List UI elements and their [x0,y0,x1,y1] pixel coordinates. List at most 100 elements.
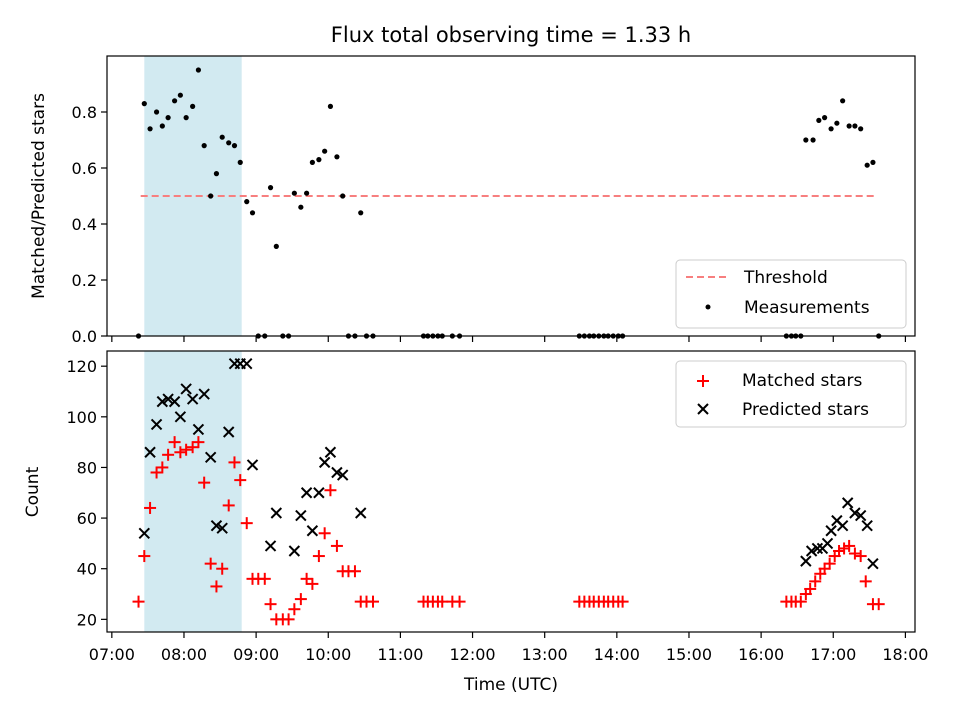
matched-point [809,575,822,588]
predicted-point [180,383,192,395]
matched-point [872,598,885,611]
predicted-point [138,527,151,539]
y-tick-label: 80 [77,458,97,477]
matched-point [138,550,151,563]
predicted-point [355,507,367,519]
predicted-point [192,423,205,436]
matched-point [300,572,313,585]
matched-point [198,476,211,489]
matched-point [258,572,271,585]
measurement-point [298,204,304,210]
predicted-point [168,395,181,408]
x-tick-label: 12:00 [449,645,495,664]
measurement-point [213,171,220,177]
matched-point [838,542,851,555]
matched-point [312,550,325,563]
predicted-point [222,426,235,438]
measurement-point [870,159,876,165]
top-legend: Threshold Measurements [675,259,907,329]
matched-point [804,582,817,595]
chart-title: Flux total observing time = 1.33 h [331,23,691,47]
measurement-point [244,199,250,205]
y-tick-label: 0.2 [72,271,97,290]
predicted-point [805,545,818,557]
measurement-point [219,134,225,140]
measurement-point [816,117,822,123]
matched-point [210,580,223,593]
predicted-point [204,451,217,464]
matched-point [330,539,343,552]
matched-point [162,448,175,461]
measurement-point [309,159,315,165]
predicted-point [156,395,169,408]
x-tick-label: 11:00 [377,645,423,664]
predicted-point [198,388,210,400]
matched-point [823,557,836,570]
matched-point [240,517,253,530]
predicted-point [174,411,187,423]
matched-point [282,613,295,626]
predicted-point [336,469,349,481]
measurement-point [840,98,846,104]
measurement-point [267,185,274,191]
legend-threshold-label: Threshold [743,268,828,288]
measurement-point [834,120,840,126]
matched-point [204,557,217,570]
predicted-point [210,519,223,532]
matched-point [264,598,277,611]
predicted-stars-series [138,357,879,570]
measurement-point [177,92,183,98]
predicted-point [331,466,343,479]
predicted-point [300,487,313,499]
measurement-point [237,159,243,165]
predicted-point [216,522,228,534]
predicted-point [313,487,325,499]
bottom-legend-box [675,360,907,428]
measurement-point [165,115,171,121]
measurement-point [201,143,207,149]
bottom-axis-ticks: 20 40 60 80 100 120 07:00 08:00 09:00 10:00 11:00 1… [66,357,928,664]
matched-point [186,441,199,454]
x-tick-label: 09:00 [233,645,279,664]
predicted-point [841,497,854,509]
matched-point [222,499,235,512]
predicted-point [150,418,163,431]
matched-point [306,577,319,590]
y-tick-label: 0.8 [72,103,97,122]
matched-point [216,562,229,575]
measurement-point [334,154,340,160]
measurement-point [803,137,809,143]
predicted-point [264,540,277,552]
y-tick-label: 0.0 [72,327,97,346]
measurement-point [273,243,279,249]
predicted-point [288,545,301,557]
y-tick-label: 120 [66,357,97,376]
y-tick-label: 40 [77,560,97,579]
predicted-point [800,555,812,567]
y-tick-label: 60 [77,509,97,528]
matched-point [150,466,163,479]
bottom-legend: Matched stars Predicted stars [675,360,907,428]
x-tick-label: 08:00 [161,645,207,664]
matched-point [833,544,846,557]
legend-measurement-label: Measurements [744,298,870,318]
matched-point [234,474,247,487]
measurement-point [183,115,189,121]
measurement-point [291,190,297,196]
matched-point [156,461,169,474]
bottom-y-axis-label: Count [23,466,43,517]
y-tick-label: 0.6 [72,159,97,178]
predicted-point [861,519,873,532]
measurement-point [316,157,322,163]
x-tick-label: 13:00 [522,645,568,664]
matched-stars-series [132,436,885,626]
measurement-point [159,123,165,129]
measurement-point [828,126,834,132]
y-tick-label: 100 [66,408,97,427]
predicted-point [186,393,199,405]
top-panel: 0.00.20.40.60.8 Matched/Predicted stars … [29,55,916,346]
bottom-observing-band [144,351,242,632]
x-tick-label: 15:00 [666,645,712,664]
matched-point [132,595,145,608]
